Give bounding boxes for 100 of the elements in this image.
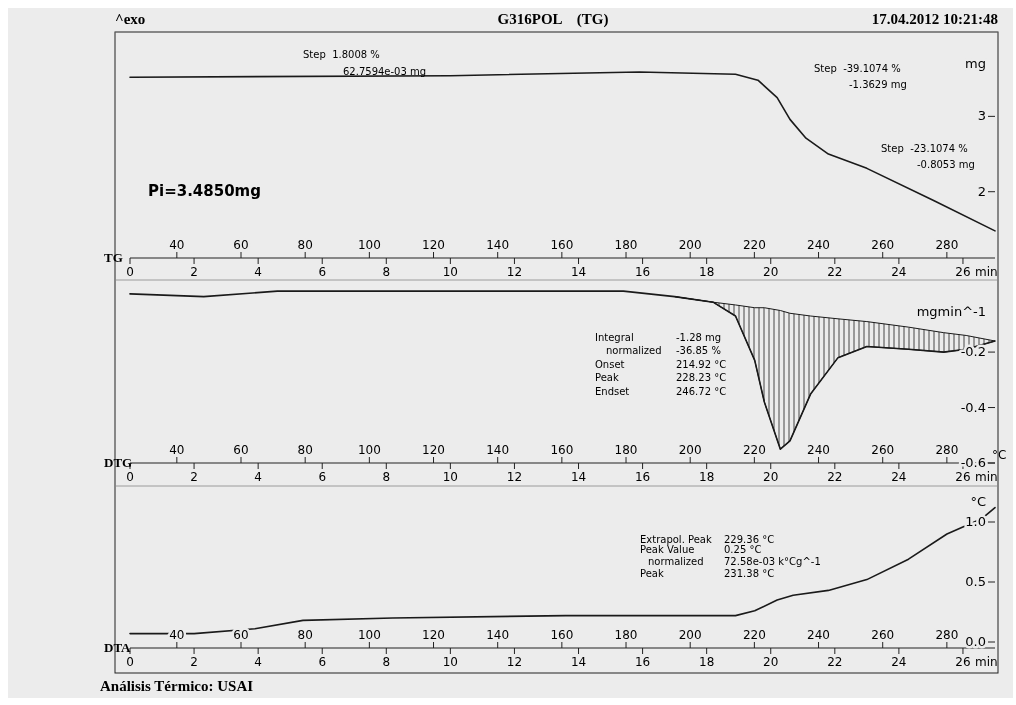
x2-tick-label: 120	[422, 443, 445, 457]
x2-tick-label: 140	[486, 443, 510, 457]
x-tick-label: 22	[827, 655, 843, 669]
x-tick-label: 24	[891, 265, 907, 279]
x-tick-label: 22	[827, 265, 843, 279]
y-tick-label: 3	[977, 108, 986, 124]
annotation: Extrapol. Peak	[640, 534, 712, 545]
annotation: normalized	[606, 345, 662, 356]
x2-tick-label: 180	[614, 238, 638, 252]
x2-tick-label: 100	[357, 628, 381, 642]
text: TG	[104, 250, 123, 265]
annotation: Peak	[595, 372, 619, 383]
x-tick-label: 26	[955, 655, 971, 669]
x2-tick-label: 140	[486, 628, 510, 642]
x-tick-label: 16	[634, 470, 651, 484]
x2-tick-label: 240	[807, 238, 830, 252]
x-tick-label: 24	[891, 655, 907, 669]
x-tick-label: 6	[318, 470, 327, 484]
x2-tick-label: 280	[935, 628, 959, 642]
annotation: normalized	[648, 556, 704, 567]
x-tick-label: 20	[763, 655, 779, 669]
y-tick-label: -0.2	[960, 344, 986, 360]
annotation: Integral	[595, 332, 634, 343]
x-tick-label: 6	[318, 655, 327, 669]
x2-tick-label: 280	[935, 238, 959, 252]
x-tick-label: 18	[699, 470, 715, 484]
annotation: -1.28 mg	[676, 332, 722, 343]
x-tick-label: 4	[254, 470, 262, 484]
x-tick-label: 8	[382, 655, 391, 669]
x2-tick-label: 60	[233, 628, 249, 642]
x2-tick-label: 80	[297, 443, 313, 457]
x2-tick-label: 240	[807, 628, 830, 642]
x-tick-label: 18	[699, 655, 715, 669]
x2-tick-label: 120	[422, 238, 445, 252]
y-tick-label: -0.4	[960, 399, 986, 415]
x-tick-label: 16	[634, 655, 651, 669]
y-tick-label: -0.6	[960, 455, 986, 470]
x-tick-label: 10	[442, 655, 459, 669]
x-tick-label: 2	[190, 265, 198, 279]
annotation: Peak	[640, 568, 664, 579]
y-tick-label: 0.0	[965, 634, 986, 649]
annotation: 229.36 °C	[724, 534, 775, 545]
x-tick-label: 0	[126, 470, 134, 484]
x2-tick-label: 220	[742, 238, 766, 252]
x2-tick-label: 140	[486, 238, 510, 252]
annotation: 0.25 °C	[724, 544, 762, 555]
y-axis-title: mg	[965, 56, 986, 71]
x2-tick-label: 220	[742, 628, 766, 642]
annotation: 72.58e-03 k°Cg^-1	[724, 556, 821, 567]
x-tick-label: 16	[634, 265, 651, 279]
x2-tick-label: 260	[871, 628, 895, 642]
annotation: -36.85 %	[676, 345, 721, 356]
x-tick-label: 10	[442, 265, 459, 279]
text: G316POL (TG)	[497, 11, 609, 28]
x-tick-label: 22	[827, 470, 843, 484]
x-tick-label: 8	[382, 265, 391, 279]
x2-tick-label: 80	[297, 238, 313, 252]
x2-tick-label: 180	[614, 628, 638, 642]
x2-tick-label: 60	[233, 443, 249, 457]
x-tick-label: 14	[570, 655, 587, 669]
text: 17.04.2012 10:21:48	[871, 11, 998, 27]
annotation: Onset	[595, 359, 625, 370]
x-tick-label: 12	[506, 265, 523, 279]
x2-tick-label: 240	[807, 443, 830, 457]
x2-tick-label: 40	[169, 238, 185, 252]
annotation: 246.72 °C	[676, 386, 727, 397]
x-tick-label: 26	[955, 265, 971, 279]
annotation: 228.23 °C	[676, 372, 727, 383]
x-axis-title: min	[975, 470, 998, 484]
x-axis-title: min	[975, 265, 998, 279]
annotation: -0.8053 mg	[917, 159, 975, 170]
x2-tick-label: 160	[550, 628, 574, 642]
x-tick-label: 26	[955, 470, 971, 484]
x2-axis-title: °C	[992, 448, 1007, 462]
annotation: Step 1.8008 %	[303, 49, 380, 60]
x-axis-title: min	[975, 655, 998, 669]
x2-tick-label: 220	[742, 443, 766, 457]
x-tick-label: 2	[190, 470, 198, 484]
text: DTG	[104, 455, 133, 470]
x-tick-label: 24	[891, 470, 907, 484]
x2-tick-label: 260	[871, 443, 895, 457]
x2-tick-label: 40	[169, 443, 185, 457]
y-tick-label: 2	[977, 183, 986, 199]
text: ^exo	[115, 11, 146, 27]
x2-tick-label: 200	[678, 238, 702, 252]
x2-tick-label: 80	[297, 628, 313, 642]
y-axis-title: mgmin^-1	[916, 304, 986, 319]
x-tick-label: 10	[442, 470, 459, 484]
x-tick-label: 12	[506, 655, 523, 669]
x2-tick-label: 200	[678, 443, 702, 457]
text: Análisis Térmico: USAI	[100, 678, 254, 694]
y-axis-title: °C	[970, 494, 986, 509]
x2-tick-label: 160	[550, 238, 574, 252]
x-tick-label: 8	[382, 470, 391, 484]
annotation: Peak Value	[640, 544, 695, 555]
x2-tick-label: 200	[678, 628, 702, 642]
x-tick-label: 2	[190, 655, 198, 669]
x2-tick-label: 120	[422, 628, 445, 642]
x2-tick-label: 180	[614, 443, 638, 457]
x-tick-label: 18	[699, 265, 715, 279]
